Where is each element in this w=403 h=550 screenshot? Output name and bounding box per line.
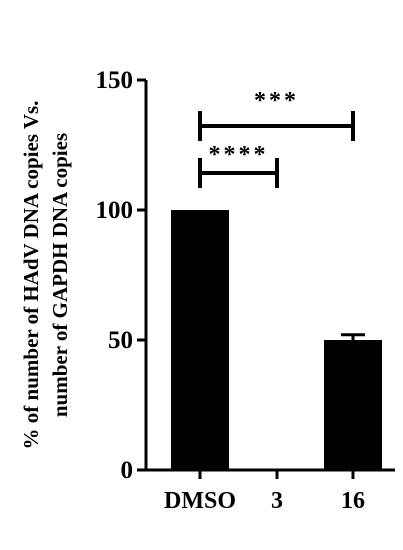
y-axis-label-line-2: number of GAPDH DNA copies xyxy=(48,133,72,417)
y-tick-label: 0 xyxy=(121,457,134,484)
significance-brackets: ******* xyxy=(198,88,355,188)
x-axis: DMSO 3 16 xyxy=(144,468,395,514)
x-tick-label: 3 xyxy=(271,488,283,514)
y-axis-label: % of number of HAdV DNA copies Vs. numbe… xyxy=(19,101,72,450)
significance-label: **** xyxy=(209,142,269,168)
y-tick-label: 50 xyxy=(108,327,133,354)
x-tick-label: DMSO xyxy=(164,488,236,514)
significance-label: *** xyxy=(254,88,299,114)
bar xyxy=(324,340,382,470)
bars xyxy=(171,210,382,470)
y-tick-label: 100 xyxy=(96,197,134,224)
y-axis-label-line-1: % of number of HAdV DNA copies Vs. xyxy=(19,101,43,450)
y-axis: 0 50 100 150 xyxy=(96,67,148,484)
y-tick-label: 150 xyxy=(96,67,134,94)
x-tick-label: 16 xyxy=(341,488,365,514)
bar xyxy=(171,210,229,470)
